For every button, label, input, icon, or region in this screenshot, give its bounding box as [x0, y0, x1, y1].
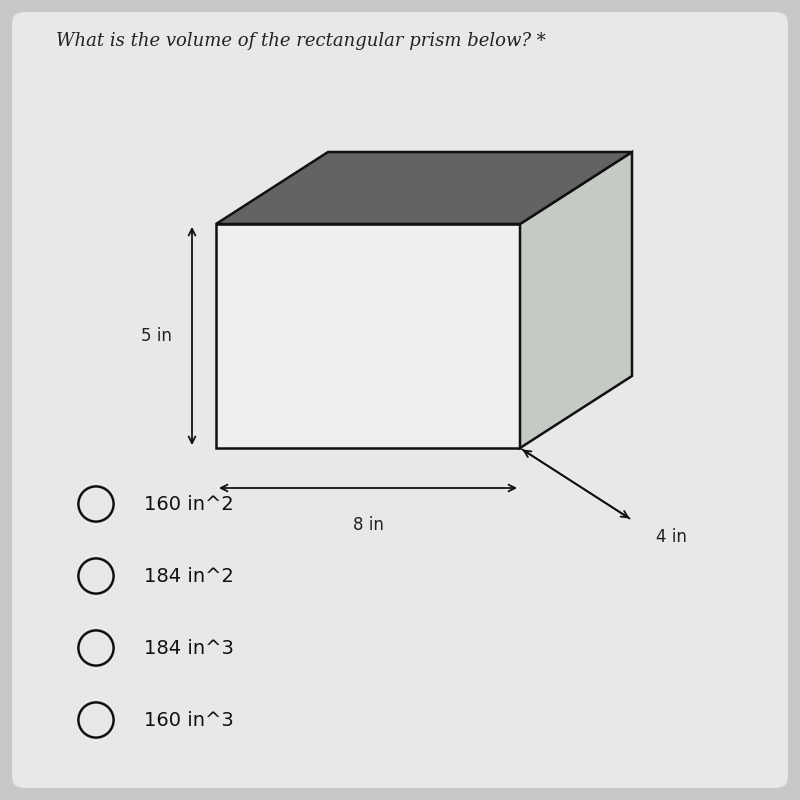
Polygon shape	[216, 224, 520, 448]
Text: 160 in^3: 160 in^3	[144, 710, 234, 730]
Polygon shape	[216, 152, 632, 224]
Text: 184 in^2: 184 in^2	[144, 566, 234, 586]
Text: 160 in^2: 160 in^2	[144, 494, 234, 514]
Text: 4 in: 4 in	[656, 528, 687, 546]
Polygon shape	[520, 152, 632, 448]
Text: What is the volume of the rectangular prism below? *: What is the volume of the rectangular pr…	[56, 32, 546, 50]
Text: 184 in^3: 184 in^3	[144, 638, 234, 658]
Text: 8 in: 8 in	[353, 516, 383, 534]
Text: 5 in: 5 in	[141, 327, 172, 345]
